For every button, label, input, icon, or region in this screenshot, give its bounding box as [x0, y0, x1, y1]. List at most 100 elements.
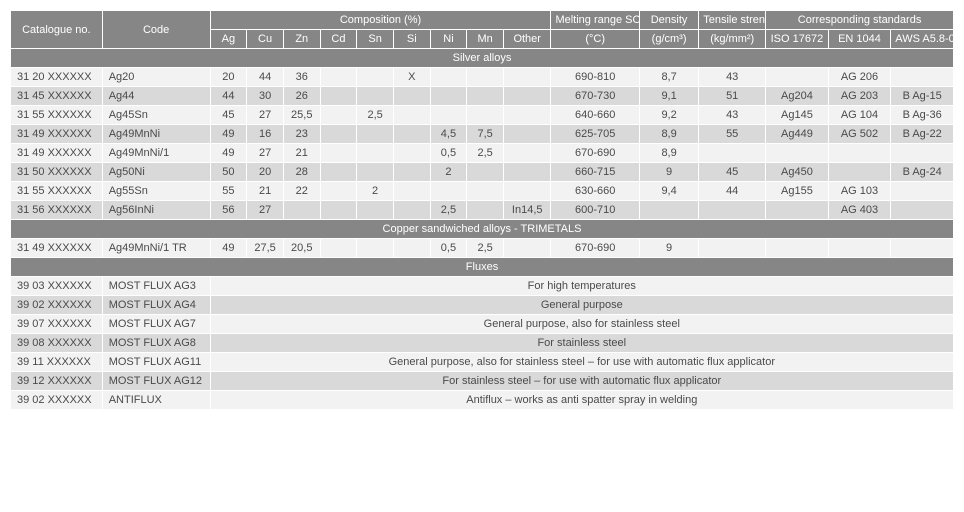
cell-catalogue: 31 56 XXXXXX [11, 201, 103, 220]
cell-catalogue: 39 02 XXXXXX [11, 296, 103, 315]
cell-description: For stainless steel – for use with autom… [210, 372, 953, 391]
cell-en: AG 403 [828, 201, 891, 220]
cell-code: MOST FLUX AG4 [102, 296, 210, 315]
cell-catalogue: 31 45 XXXXXX [11, 87, 103, 106]
cell-mn [467, 106, 504, 125]
cell-aws: B Ag-15 [891, 87, 954, 106]
cell-sn: 2,5 [357, 106, 394, 125]
cell-mn: 2,5 [467, 239, 504, 258]
cell-aws: B Ag-36 [891, 106, 954, 125]
cell-code: Ag49MnNi/1 [102, 144, 210, 163]
table-row: 39 08 XXXXXXMOST FLUX AG8For stainless s… [11, 334, 954, 353]
cell-mn: 7,5 [467, 125, 504, 144]
cell-zn: 20,5 [283, 239, 320, 258]
cell-mn: 2,5 [467, 144, 504, 163]
table-row: 31 45 XXXXXXAg44443026670-7309,151Ag204A… [11, 87, 954, 106]
th-sn: Sn [357, 30, 394, 49]
cell-si [393, 106, 430, 125]
cell-sn [357, 125, 394, 144]
cell-sn [357, 239, 394, 258]
cell-code: MOST FLUX AG3 [102, 277, 210, 296]
cell-tens: 45 [699, 163, 766, 182]
cell-code: Ag50Ni [102, 163, 210, 182]
cell-tens: 55 [699, 125, 766, 144]
section-header: Copper sandwiched alloys - TRIMETALS [11, 220, 954, 239]
table-row: 31 55 XXXXXXAg55Sn5521222630-6609,444Ag1… [11, 182, 954, 201]
cell-dens: 8,7 [639, 68, 698, 87]
table-row: 39 12 XXXXXXMOST FLUX AG12For stainless … [11, 372, 954, 391]
section-title: Fluxes [11, 258, 954, 277]
cell-cd [320, 87, 357, 106]
cell-zn: 36 [283, 68, 320, 87]
cell-other [503, 163, 551, 182]
cell-aws [891, 144, 954, 163]
cell-description: General purpose, also for stainless stee… [210, 353, 953, 372]
cell-iso: Ag145 [766, 106, 829, 125]
cell-code: MOST FLUX AG11 [102, 353, 210, 372]
cell-cu: 16 [247, 125, 284, 144]
th-melt-unit: (°C) [551, 30, 639, 49]
cell-zn: 23 [283, 125, 320, 144]
cell-en [828, 144, 891, 163]
cell-ag: 55 [210, 182, 247, 201]
cell-cd [320, 144, 357, 163]
cell-code: Ag56InNi [102, 201, 210, 220]
cell-aws: B Ag-24 [891, 163, 954, 182]
cell-iso [766, 144, 829, 163]
cell-catalogue: 31 55 XXXXXX [11, 106, 103, 125]
cell-dens [639, 201, 698, 220]
cell-ni: 0,5 [430, 144, 467, 163]
cell-ni: 0,5 [430, 239, 467, 258]
cell-iso: Ag204 [766, 87, 829, 106]
cell-code: ANTIFLUX [102, 391, 210, 410]
th-density-unit: (g/cm³) [639, 30, 698, 49]
cell-iso [766, 239, 829, 258]
cell-si [393, 87, 430, 106]
cell-tens: 44 [699, 182, 766, 201]
cell-other: In14,5 [503, 201, 551, 220]
cell-catalogue: 39 03 XXXXXX [11, 277, 103, 296]
cell-tens: 51 [699, 87, 766, 106]
cell-ni: 2,5 [430, 201, 467, 220]
cell-mn [467, 87, 504, 106]
cell-cd [320, 239, 357, 258]
cell-ni: 4,5 [430, 125, 467, 144]
cell-melt: 690-810 [551, 68, 639, 87]
cell-code: MOST FLUX AG8 [102, 334, 210, 353]
cell-en: AG 104 [828, 106, 891, 125]
cell-mn [467, 182, 504, 201]
cell-iso [766, 201, 829, 220]
cell-en [828, 239, 891, 258]
cell-en [828, 163, 891, 182]
cell-code: MOST FLUX AG12 [102, 372, 210, 391]
cell-ag: 56 [210, 201, 247, 220]
cell-melt: 640-660 [551, 106, 639, 125]
cell-catalogue: 39 07 XXXXXX [11, 315, 103, 334]
cell-sn: 2 [357, 182, 394, 201]
cell-ni [430, 87, 467, 106]
th-ni: Ni [430, 30, 467, 49]
th-en: EN 1044 [828, 30, 891, 49]
cell-ag: 44 [210, 87, 247, 106]
cell-code: Ag45Sn [102, 106, 210, 125]
cell-tens [699, 144, 766, 163]
cell-description: For stainless steel [210, 334, 953, 353]
table-row: 39 02 XXXXXXMOST FLUX AG4General purpose [11, 296, 954, 315]
cell-si [393, 182, 430, 201]
cell-zn: 28 [283, 163, 320, 182]
cell-catalogue: 31 49 XXXXXX [11, 125, 103, 144]
cell-en: AG 502 [828, 125, 891, 144]
cell-cu: 20 [247, 163, 284, 182]
cell-cd [320, 182, 357, 201]
cell-melt: 670-730 [551, 87, 639, 106]
cell-melt: 660-715 [551, 163, 639, 182]
cell-cu: 30 [247, 87, 284, 106]
cell-sn [357, 201, 394, 220]
cell-ag: 49 [210, 144, 247, 163]
cell-sn [357, 144, 394, 163]
table-row: 39 03 XXXXXXMOST FLUX AG3For high temper… [11, 277, 954, 296]
table-body: Silver alloys31 20 XXXXXXAg20204436X690-… [11, 49, 954, 410]
section-title: Silver alloys [11, 49, 954, 68]
cell-iso: Ag450 [766, 163, 829, 182]
alloy-table: Catalogue no. Code Composition (%) Melti… [10, 10, 954, 410]
